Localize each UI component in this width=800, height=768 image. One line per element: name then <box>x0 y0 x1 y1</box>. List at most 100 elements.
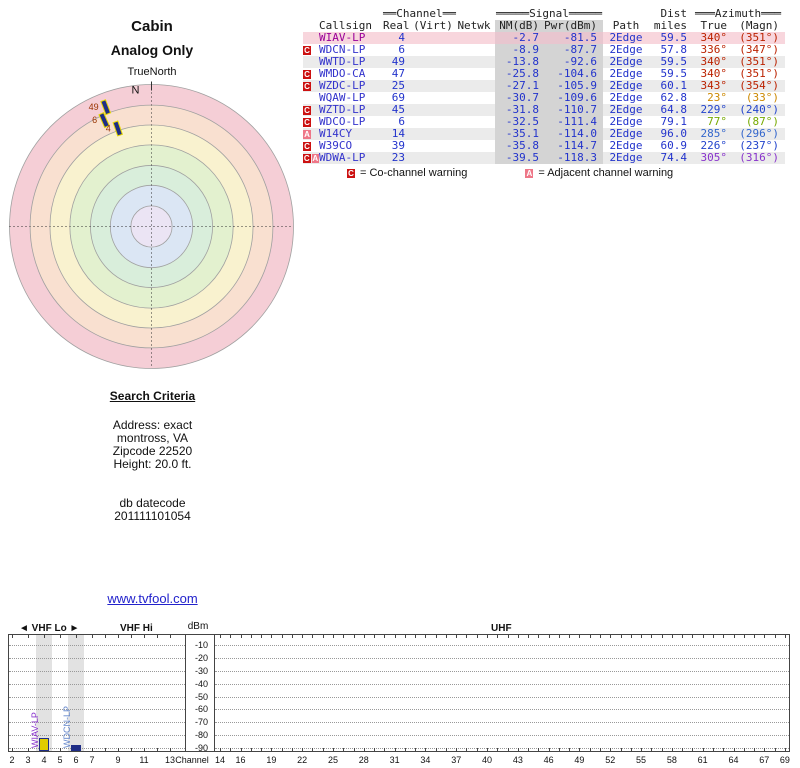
channel-tick <box>353 635 355 638</box>
cell-azimuth-magn: (87°) <box>745 115 779 128</box>
channel-tick <box>144 635 145 638</box>
channel-tick <box>702 635 704 638</box>
channel-tick <box>445 748 447 751</box>
channel-group-header: ══Channel══ <box>383 7 456 20</box>
channel-tick <box>774 748 776 751</box>
channel-tick <box>517 635 519 638</box>
cell-callsign: WMDO-CA <box>319 67 366 80</box>
band-label-uhf: UHF <box>488 623 515 634</box>
cell-azimuth-magn: (351°) <box>739 67 779 80</box>
dbm-gridline <box>215 670 789 672</box>
cell-real-channel: 47 <box>391 67 405 80</box>
band-label-vhf-hi: VHF Hi <box>117 623 156 634</box>
station-marker-label: 6 <box>92 115 97 125</box>
cell-azimuth-true: 340° <box>700 31 728 44</box>
channel-tick <box>445 635 447 638</box>
table-row: WWTD-LP 49 -13.8 -92.6 2Edge 59.5 340° (351°) <box>303 56 785 68</box>
channel-tick <box>44 635 45 638</box>
channel-tick <box>712 635 714 638</box>
channel-tick <box>76 635 77 638</box>
channel-tick <box>131 748 132 751</box>
cell-miles: 79.1 <box>660 115 688 128</box>
adjacent-channel-flag: A <box>303 129 311 139</box>
dbm-gridline <box>215 735 789 737</box>
adjacent-channel-flag: A <box>311 153 319 163</box>
channel-tick <box>702 748 704 751</box>
channel-tick <box>220 748 221 751</box>
channel-tick <box>353 748 355 751</box>
dbm-gridline <box>215 645 789 646</box>
channel-tick <box>435 748 437 751</box>
cell-path: 2Edge <box>609 31 643 44</box>
channel-tick <box>630 635 632 638</box>
channel-tick <box>261 635 263 638</box>
channel-tick-label: 67 <box>759 755 770 765</box>
channel-tick-label: 61 <box>697 755 708 765</box>
channel-tick-label: 28 <box>358 755 369 765</box>
dbm-gridline <box>9 670 185 672</box>
channel-tick <box>641 748 643 751</box>
cell-azimuth-true: 226° <box>700 139 728 152</box>
station-callsign-vertical: WIAV-LP <box>30 712 40 748</box>
true-north-label: TrueNorth <box>127 66 177 78</box>
adjacent-channel-legend-item: A = Adjacent channel warning <box>525 167 673 179</box>
cell-azimuth-true: 305° <box>700 151 728 164</box>
channel-axis-label: Channel <box>175 755 209 765</box>
channel-tick-label: 19 <box>266 755 277 765</box>
channel-tick <box>384 748 386 751</box>
table-row: WIAV-LP 4 -2.7 -81.5 2Edge 59.5 340° (351°) <box>303 32 785 44</box>
station-table: ══Channel══ ═════Signal═════ Dist ═══Azi… <box>303 8 785 164</box>
dbm-gridline <box>9 722 185 724</box>
channel-tick <box>131 635 132 638</box>
cell-real-channel: 6 <box>398 43 405 56</box>
cell-path: 2Edge <box>609 43 643 56</box>
dbm-tick-label: -40 <box>194 678 208 689</box>
warning-flags: C <box>303 45 319 55</box>
channel-tick <box>558 748 560 751</box>
channel-tick <box>764 748 766 751</box>
cell-pwr-dbm: -105.9 <box>543 80 603 92</box>
polar-plot: N 49 64 <box>9 81 294 369</box>
channel-tick <box>230 748 232 751</box>
station-marker <box>100 99 112 116</box>
channel-tick <box>271 748 273 751</box>
dbm-gridline <box>215 722 789 724</box>
plot-title: Cabin <box>131 18 173 35</box>
cell-miles: 57.8 <box>660 43 688 56</box>
co-channel-legend-text: = Co-channel warning <box>360 167 468 179</box>
cell-path: 2Edge <box>609 151 643 164</box>
cell-miles: 96.0 <box>660 127 688 140</box>
cell-azimuth-magn: (354°) <box>739 79 779 92</box>
cell-real-channel: 69 <box>391 91 405 104</box>
dbm-gridline <box>215 683 789 685</box>
cell-nm-db: -35.1 <box>495 128 543 140</box>
cell-callsign: WDCN-LP <box>319 43 366 56</box>
channel-tick <box>497 748 499 751</box>
channel-tick <box>743 635 745 638</box>
co-channel-flag: C <box>303 45 311 55</box>
channel-tick-label: 52 <box>605 755 616 765</box>
cell-nm-db: -2.7 <box>495 32 543 44</box>
channel-tick-label: 49 <box>574 755 585 765</box>
table-group-header-row: ══Channel══ ═════Signal═════ Dist ═══Azi… <box>303 8 785 20</box>
dbm-gridline <box>215 696 789 698</box>
channel-tick <box>157 635 158 638</box>
channel-tick <box>240 748 242 751</box>
channel-tick <box>105 748 106 751</box>
channel-tick <box>528 635 530 638</box>
channel-tick-label: 2 <box>9 755 15 765</box>
channel-tick <box>682 748 684 751</box>
col-virt: (Virt) <box>413 19 453 32</box>
channel-tick <box>682 635 684 638</box>
tvfool-link[interactable]: www.tvfool.com <box>107 591 198 606</box>
channel-tick <box>548 748 550 751</box>
table-row: C WZTD-LP 45 -31.8 -110.7 2Edge 64.8 229° (240°) <box>303 104 785 116</box>
channel-tick <box>415 635 417 638</box>
channel-tick <box>118 748 119 751</box>
col-real: Real <box>383 19 410 32</box>
warning-flags: C <box>303 81 319 91</box>
dbm-tick-label: -50 <box>194 691 208 702</box>
channel-tick-label: 46 <box>543 755 554 765</box>
channel-tick <box>404 748 406 751</box>
channel-tick <box>144 748 145 751</box>
